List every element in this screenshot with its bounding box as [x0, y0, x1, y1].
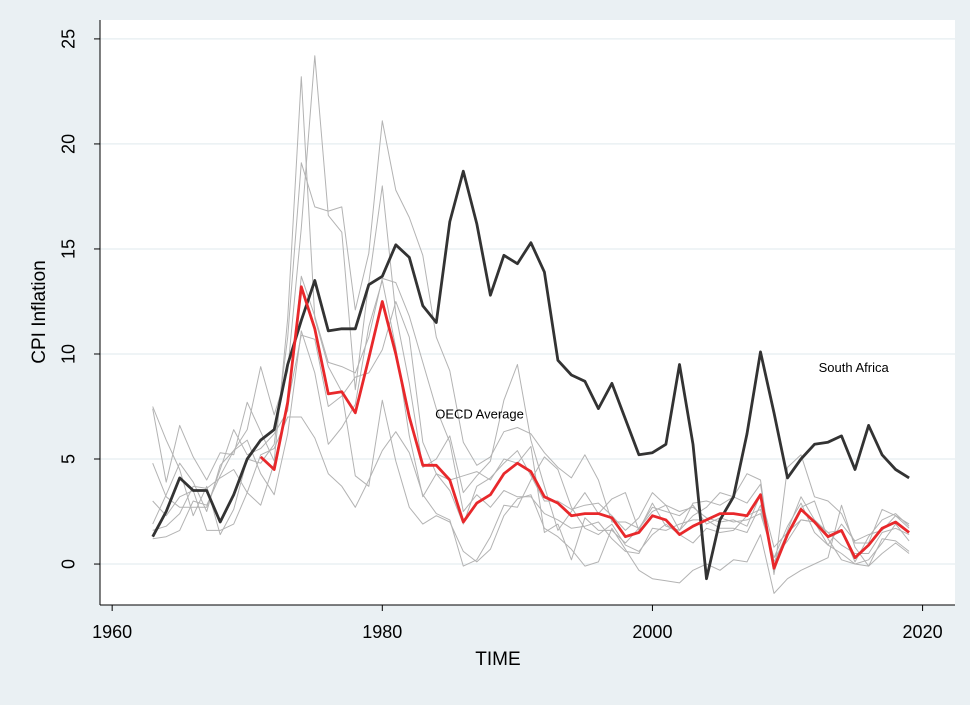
series-annotation: South Africa — [819, 360, 890, 375]
y-tick-label: 15 — [59, 239, 79, 259]
y-tick-label: 10 — [59, 344, 79, 364]
y-tick-label: 25 — [59, 29, 79, 49]
x-tick-label: 1980 — [362, 622, 402, 642]
y-tick-label: 0 — [59, 559, 79, 569]
x-tick-label: 2000 — [632, 622, 672, 642]
y-axis-label: CPI Inflation — [29, 260, 50, 364]
plot-area — [100, 20, 955, 605]
series-annotation: OECD Average — [435, 406, 524, 421]
series-line — [259, 285, 910, 570]
series-line — [151, 169, 910, 581]
country-line — [152, 55, 910, 575]
y-tick-label: 5 — [59, 454, 79, 464]
y-tick-label: 20 — [59, 134, 79, 154]
x-tick-label: 1960 — [92, 622, 132, 642]
x-tick-label: 2020 — [903, 622, 943, 642]
x-axis-label: TIME — [475, 649, 520, 670]
